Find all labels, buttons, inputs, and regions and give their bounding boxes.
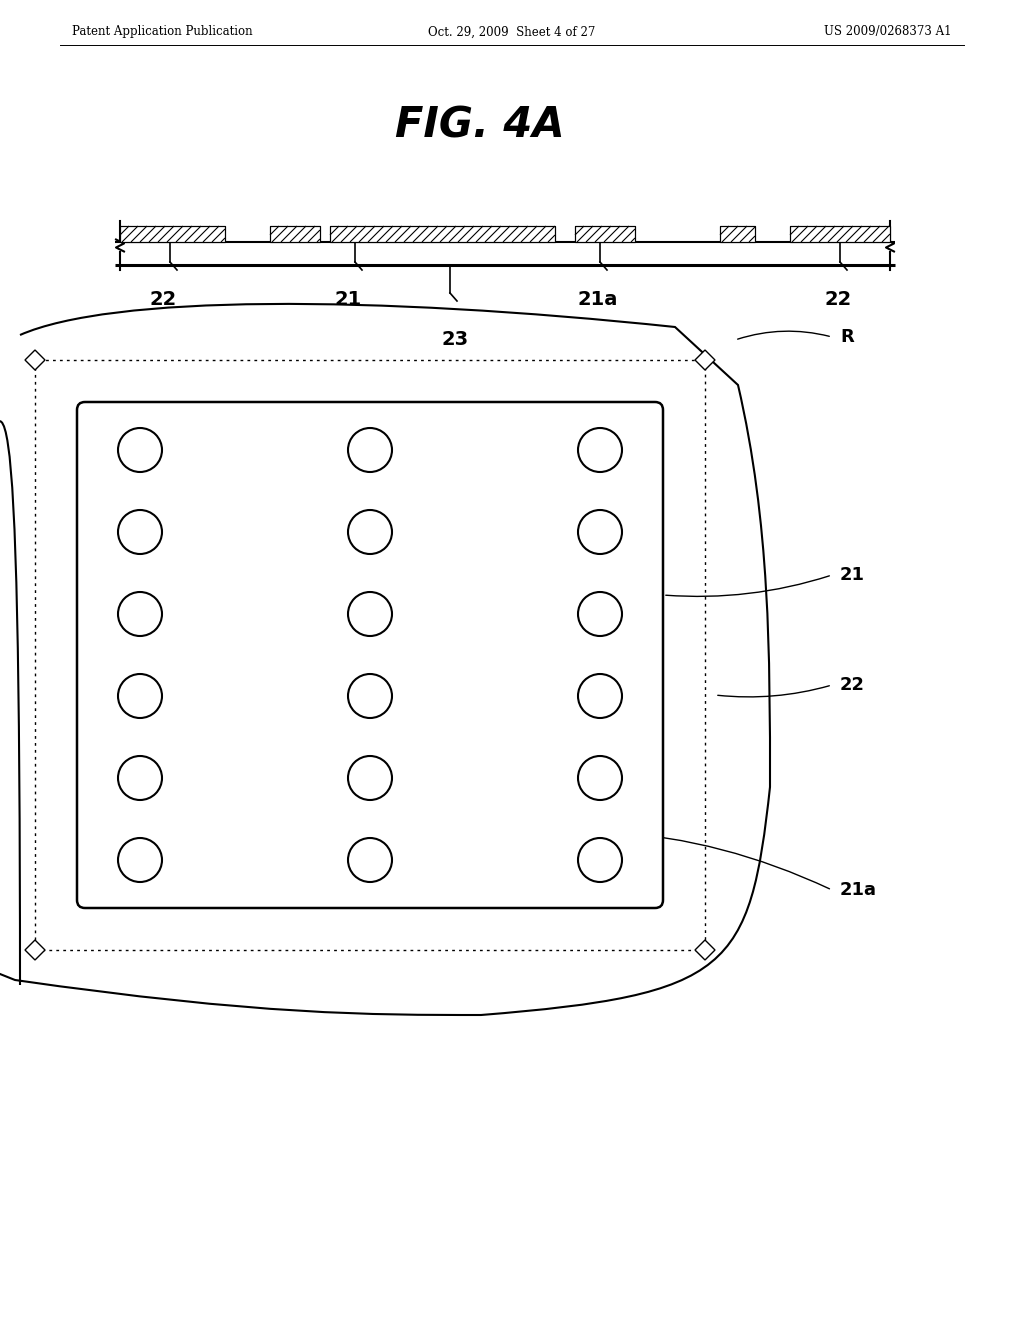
Bar [35, 360, 705, 950]
Circle shape [578, 838, 622, 882]
Bar [720, 226, 755, 242]
Circle shape [348, 428, 392, 473]
Text: US 2009/0268373 A1: US 2009/0268373 A1 [824, 25, 952, 38]
Text: R: R [840, 327, 854, 346]
Bar [790, 226, 890, 242]
Polygon shape [695, 350, 715, 370]
Circle shape [348, 838, 392, 882]
FancyBboxPatch shape [77, 403, 663, 908]
Bar [575, 226, 635, 242]
Bar [330, 226, 555, 242]
Text: Oct. 29, 2009  Sheet 4 of 27: Oct. 29, 2009 Sheet 4 of 27 [428, 25, 596, 38]
Bar [575, 226, 635, 242]
Circle shape [118, 510, 162, 554]
Circle shape [578, 510, 622, 554]
Text: FIG. 4B: FIG. 4B [345, 429, 515, 471]
Text: 21a: 21a [578, 290, 618, 309]
Circle shape [118, 428, 162, 473]
Bar [270, 226, 319, 242]
Circle shape [578, 591, 622, 636]
Bar [270, 226, 319, 242]
Circle shape [348, 675, 392, 718]
Text: 21a: 21a [840, 880, 877, 899]
Circle shape [118, 756, 162, 800]
Text: 22: 22 [824, 290, 852, 309]
Polygon shape [695, 940, 715, 960]
Bar [790, 226, 890, 242]
Polygon shape [25, 350, 45, 370]
Circle shape [118, 675, 162, 718]
Text: 22: 22 [150, 290, 176, 309]
Circle shape [578, 756, 622, 800]
Circle shape [348, 756, 392, 800]
Circle shape [578, 428, 622, 473]
Text: Patent Application Publication: Patent Application Publication [72, 25, 253, 38]
Circle shape [578, 675, 622, 718]
Text: 22: 22 [840, 676, 865, 694]
Text: 21: 21 [840, 566, 865, 583]
Text: 23: 23 [441, 330, 469, 348]
Bar [330, 226, 555, 242]
PathPatch shape [0, 304, 770, 1015]
Circle shape [118, 591, 162, 636]
Polygon shape [25, 940, 45, 960]
Bar [120, 226, 225, 242]
Circle shape [348, 591, 392, 636]
Text: FIG. 4A: FIG. 4A [395, 104, 565, 147]
Circle shape [348, 510, 392, 554]
Text: 21: 21 [335, 290, 361, 309]
Circle shape [118, 838, 162, 882]
Bar [720, 226, 755, 242]
Bar [120, 226, 225, 242]
